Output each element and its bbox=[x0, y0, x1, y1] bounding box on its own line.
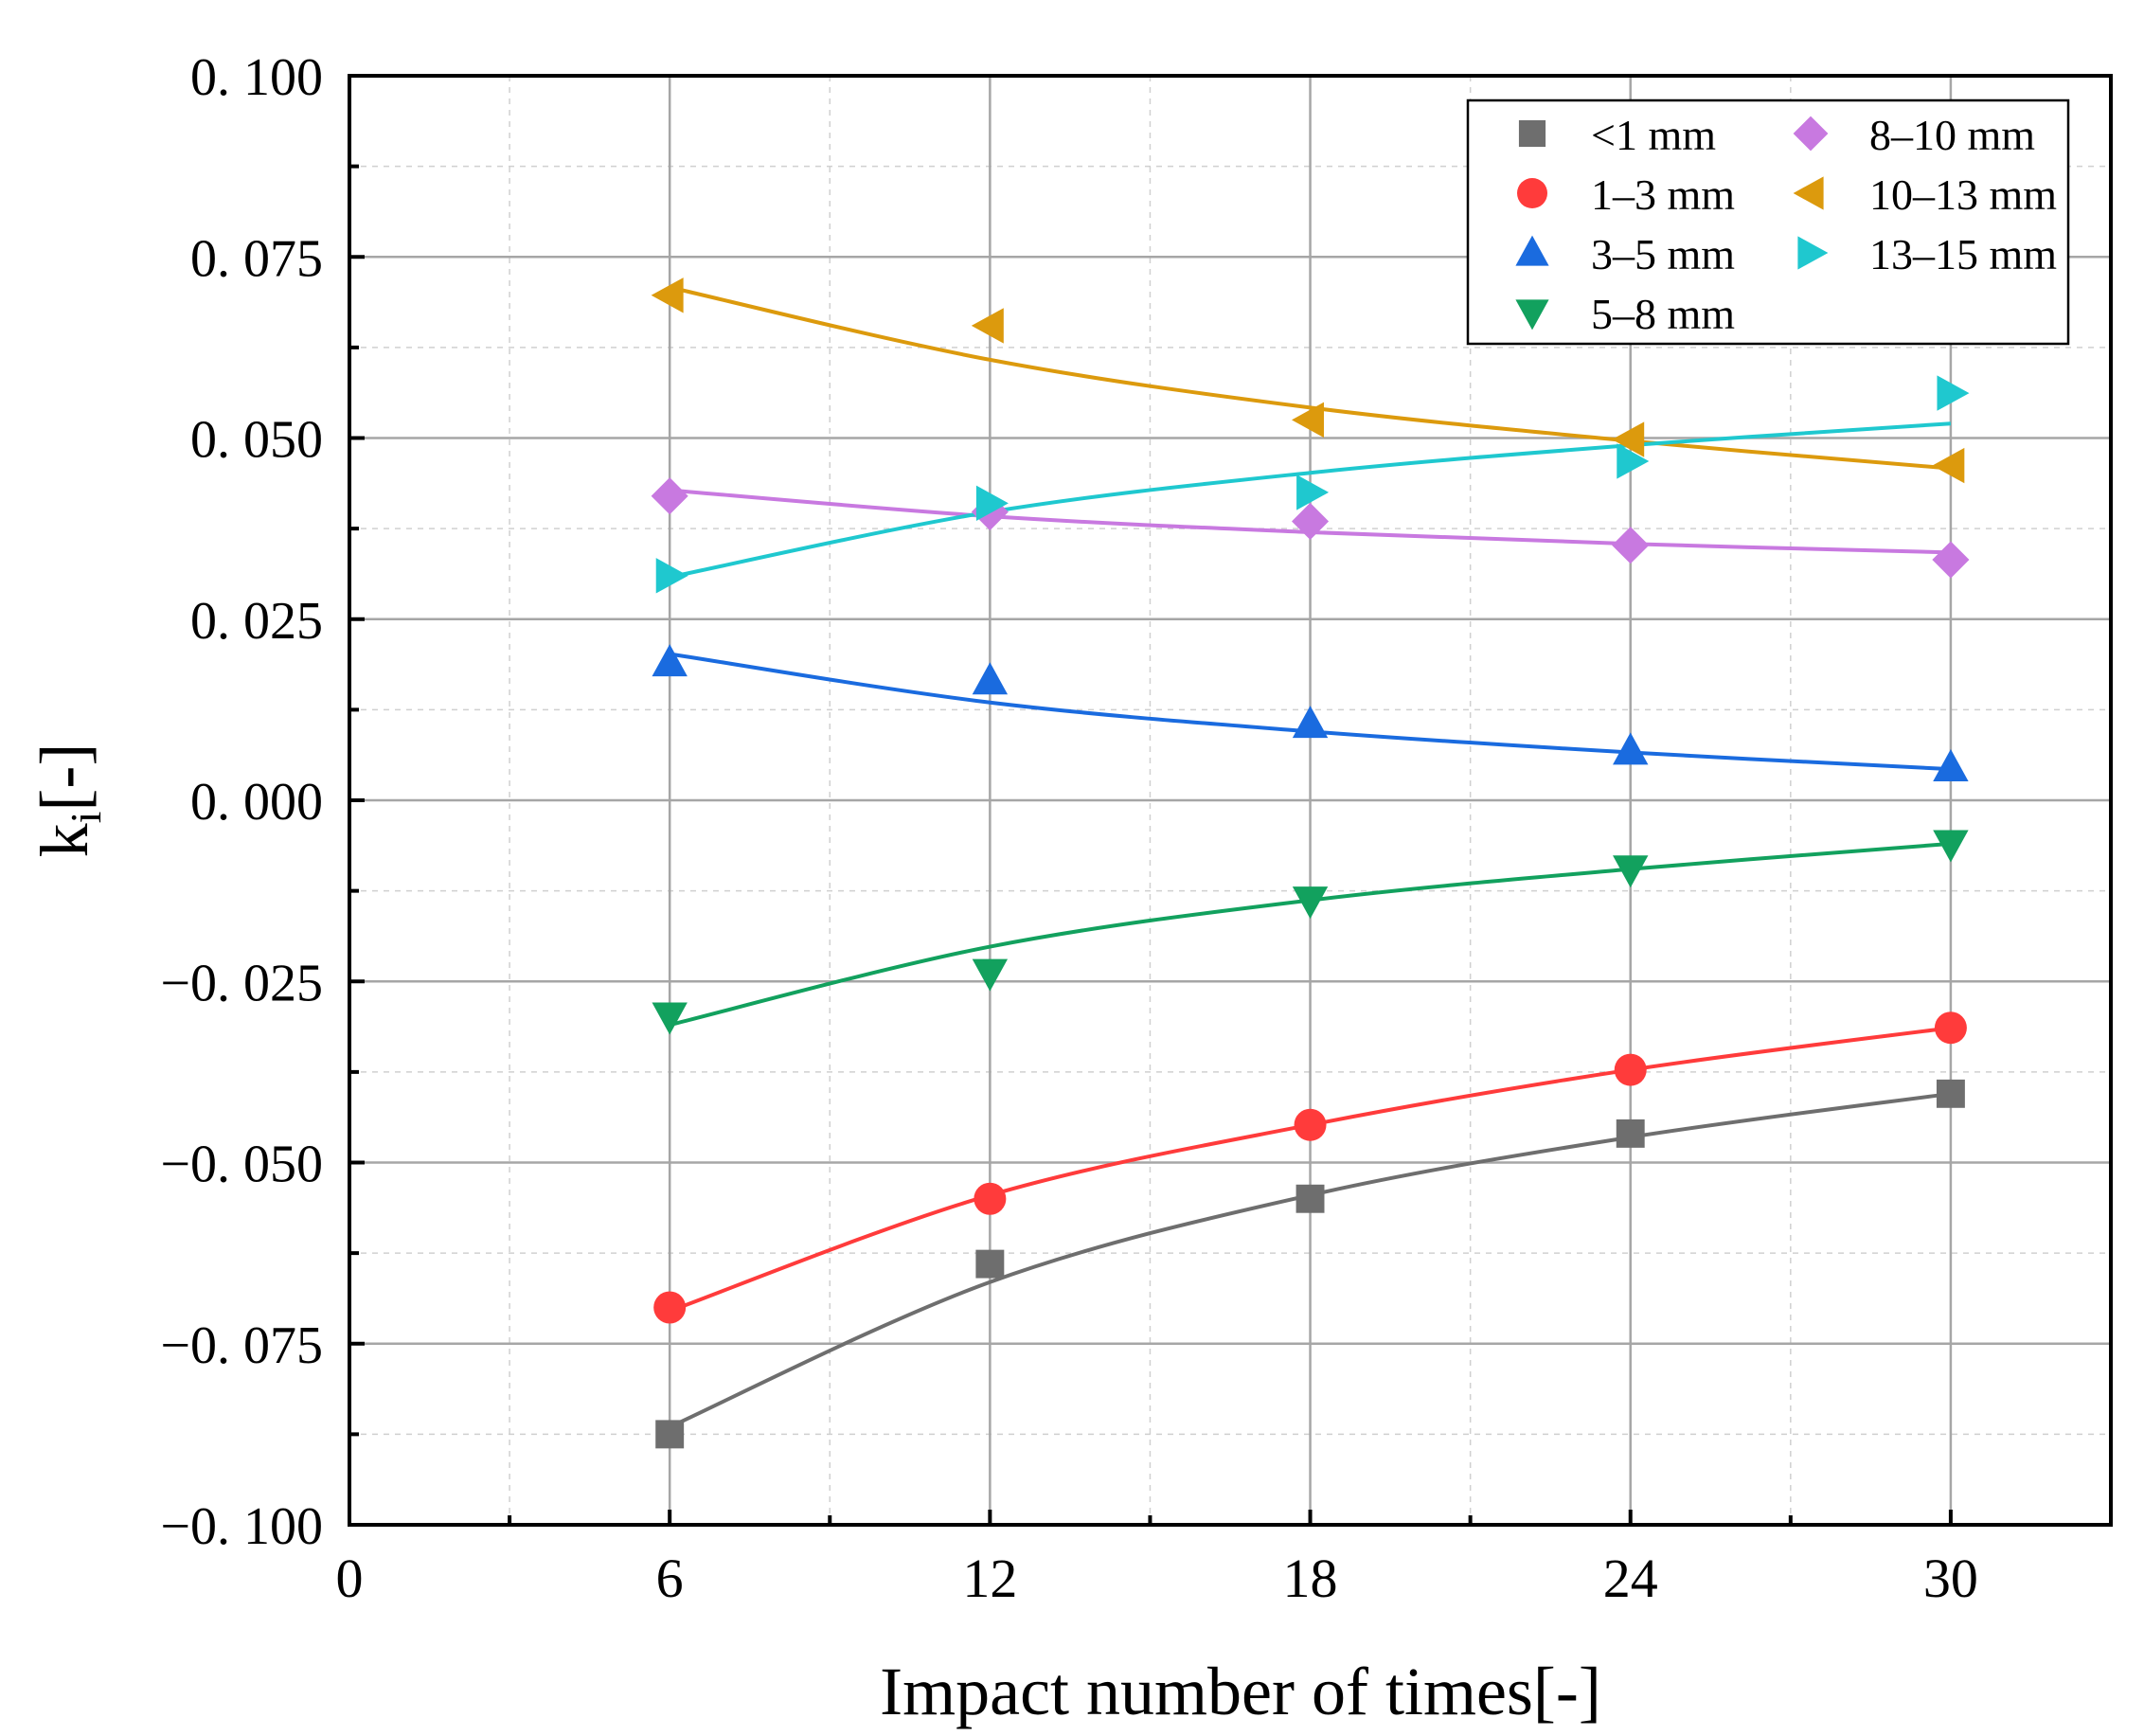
data-point-series-7 bbox=[1937, 375, 1970, 411]
data-point-series-1 bbox=[1295, 1184, 1325, 1213]
data-point-series-5 bbox=[1932, 541, 1970, 579]
y-tick-label: −0. 100 bbox=[160, 1497, 323, 1556]
y-tick-label: −0. 025 bbox=[160, 954, 323, 1012]
data-point-series-2 bbox=[653, 1291, 687, 1324]
data-point-series-7 bbox=[655, 558, 688, 594]
data-point-series-1 bbox=[1936, 1079, 1965, 1108]
x-tick-label: 24 bbox=[1603, 1548, 1658, 1609]
y-axis-label-subscript: i bbox=[62, 812, 110, 824]
data-point-series-3 bbox=[1292, 706, 1329, 739]
data-point-series-7 bbox=[1296, 474, 1330, 510]
legend-label-series-1: <1 mm bbox=[1591, 111, 1716, 159]
legend-label-series-3: 3–5 mm bbox=[1591, 230, 1735, 278]
data-point-series-6 bbox=[1291, 402, 1324, 438]
x-axis-label: Impact number of times[-] bbox=[880, 1654, 1601, 1729]
legend-box bbox=[1466, 98, 2070, 346]
data-point-series-4 bbox=[972, 958, 1009, 992]
data-point-series-4 bbox=[1933, 830, 1969, 863]
data-point-series-5 bbox=[651, 477, 688, 515]
tick-layer: 0 6 12 18 24 30 0. 100 0. 075 0. 050 0. 025 0. 000… bbox=[160, 48, 1978, 1609]
data-marker-layer bbox=[651, 277, 1970, 1449]
fit-curve-series-7 bbox=[669, 421, 1952, 580]
data-point-series-4 bbox=[1292, 886, 1329, 920]
y-tick-label: 0. 100 bbox=[190, 48, 323, 107]
data-point-series-5 bbox=[1291, 502, 1330, 541]
data-point-series-1 bbox=[1616, 1119, 1645, 1148]
data-point-series-1 bbox=[655, 1420, 685, 1449]
y-tick-label: −0. 050 bbox=[160, 1136, 323, 1194]
y-axis-label-base: k bbox=[27, 823, 102, 857]
data-point-series-4 bbox=[652, 1002, 688, 1035]
y-axis-label: ki[-] bbox=[27, 743, 110, 858]
data-point-series-6 bbox=[971, 308, 1004, 344]
y-tick-label: 0. 025 bbox=[190, 592, 323, 651]
legend-label-series-7: 13–15 mm bbox=[1869, 230, 2057, 278]
data-point-series-7 bbox=[975, 485, 1009, 522]
legend-marker-series-2 bbox=[1517, 178, 1547, 208]
data-point-series-2 bbox=[1294, 1108, 1327, 1141]
data-point-series-2 bbox=[974, 1182, 1007, 1215]
legend-label-series-2: 1–3 mm bbox=[1591, 170, 1735, 219]
data-point-series-6 bbox=[1612, 421, 1645, 457]
fit-curve-series-6 bbox=[669, 285, 1952, 471]
legend-marker-series-6 bbox=[1793, 176, 1824, 210]
data-point-series-3 bbox=[652, 644, 688, 677]
y-tick-label: −0. 075 bbox=[160, 1316, 323, 1375]
x-tick-label: 0 bbox=[336, 1548, 364, 1609]
data-point-series-3 bbox=[1933, 749, 1969, 782]
x-tick-label: 6 bbox=[656, 1548, 684, 1609]
legend-label-series-4: 5–8 mm bbox=[1591, 290, 1735, 338]
data-point-series-6 bbox=[651, 277, 684, 313]
data-point-series-2 bbox=[1934, 1011, 1967, 1045]
x-tick-label: 30 bbox=[1923, 1548, 1978, 1609]
data-point-series-7 bbox=[1617, 443, 1650, 479]
x-tick-label: 18 bbox=[1283, 1548, 1338, 1609]
data-point-series-4 bbox=[1613, 855, 1649, 888]
y-tick-label: 0. 000 bbox=[190, 773, 323, 832]
legend-label-series-6: 10–13 mm bbox=[1869, 170, 2057, 219]
x-tick-label: 12 bbox=[962, 1548, 1017, 1609]
y-tick-label: 0. 050 bbox=[190, 411, 323, 470]
legend-marker-series-7 bbox=[1797, 236, 1829, 270]
legend-marker-series-3 bbox=[1515, 235, 1549, 266]
data-point-series-3 bbox=[972, 662, 1009, 695]
y-axis-label-suffix: [-] bbox=[27, 743, 102, 812]
y-tick-label: 0. 075 bbox=[190, 229, 323, 288]
legend-marker-series-1 bbox=[1518, 119, 1546, 148]
data-point-series-6 bbox=[1932, 447, 1965, 484]
data-point-series-1 bbox=[975, 1249, 1005, 1279]
legend-marker-series-5 bbox=[1793, 116, 1829, 152]
data-point-series-2 bbox=[1614, 1053, 1647, 1086]
legend: <1 mm 1–3 mm 3–5 mm 5–8 mm 8–10 mm 10–13 mm 13… bbox=[1466, 98, 2070, 346]
data-point-series-3 bbox=[1613, 732, 1649, 765]
data-point-series-5 bbox=[1612, 527, 1650, 564]
legend-label-series-5: 8–10 mm bbox=[1869, 111, 2035, 159]
legend-marker-series-4 bbox=[1515, 299, 1549, 331]
